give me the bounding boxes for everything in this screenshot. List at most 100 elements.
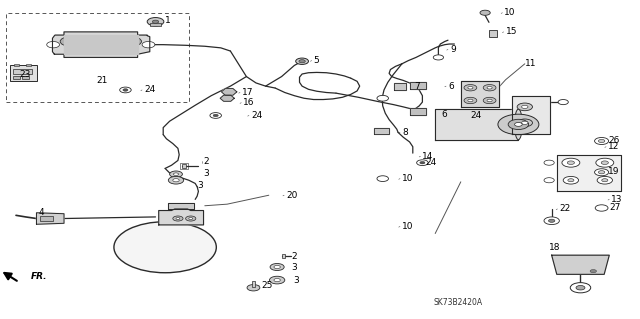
Circle shape — [60, 37, 78, 46]
Circle shape — [152, 20, 159, 23]
Bar — [180, 163, 188, 169]
Circle shape — [544, 160, 554, 165]
Bar — [22, 76, 29, 79]
Text: 23: 23 — [19, 70, 31, 79]
Circle shape — [480, 10, 490, 15]
Text: 12: 12 — [608, 142, 620, 151]
Circle shape — [590, 270, 596, 273]
Circle shape — [595, 169, 609, 176]
Bar — [40, 216, 53, 221]
Bar — [13, 69, 32, 74]
Circle shape — [596, 158, 614, 167]
Polygon shape — [36, 213, 64, 224]
Polygon shape — [512, 96, 550, 134]
Text: 24: 24 — [426, 158, 437, 167]
Circle shape — [210, 113, 221, 118]
Circle shape — [483, 85, 496, 91]
Circle shape — [120, 87, 131, 93]
Text: 10: 10 — [402, 222, 413, 231]
Text: 1: 1 — [165, 16, 171, 25]
Circle shape — [274, 265, 280, 269]
Polygon shape — [410, 82, 426, 89]
Circle shape — [224, 96, 231, 100]
Text: 3: 3 — [204, 169, 209, 178]
Text: 5: 5 — [314, 56, 319, 65]
Bar — [13, 76, 20, 79]
Circle shape — [468, 99, 473, 102]
Polygon shape — [64, 35, 138, 54]
Circle shape — [544, 178, 554, 183]
Polygon shape — [220, 95, 234, 101]
Circle shape — [602, 179, 608, 182]
Bar — [26, 64, 31, 66]
Text: 9: 9 — [450, 45, 456, 54]
Circle shape — [601, 161, 609, 165]
Circle shape — [173, 216, 183, 221]
Circle shape — [563, 176, 579, 184]
Circle shape — [225, 90, 233, 94]
Circle shape — [487, 99, 492, 102]
Circle shape — [296, 58, 308, 64]
Text: 6: 6 — [448, 82, 454, 91]
Circle shape — [417, 160, 428, 166]
Text: 26: 26 — [608, 136, 620, 145]
Text: 7: 7 — [414, 82, 420, 91]
Circle shape — [124, 37, 141, 46]
Text: 24: 24 — [251, 111, 262, 120]
Polygon shape — [374, 128, 389, 134]
Text: 2: 2 — [291, 252, 297, 261]
Circle shape — [483, 97, 496, 104]
Circle shape — [508, 119, 529, 130]
Circle shape — [269, 276, 285, 284]
Circle shape — [270, 263, 284, 271]
Circle shape — [142, 41, 155, 48]
Polygon shape — [410, 108, 426, 115]
Text: 27: 27 — [609, 204, 621, 212]
Text: 4: 4 — [38, 208, 44, 217]
Text: 22: 22 — [559, 204, 571, 213]
Circle shape — [464, 85, 477, 91]
Circle shape — [377, 95, 388, 101]
Text: 24: 24 — [144, 85, 156, 94]
Polygon shape — [168, 203, 194, 209]
Polygon shape — [52, 32, 150, 57]
Circle shape — [598, 171, 605, 174]
Text: 3: 3 — [293, 276, 299, 285]
Circle shape — [558, 100, 568, 105]
Circle shape — [498, 114, 539, 135]
Circle shape — [595, 205, 608, 211]
Text: 13: 13 — [611, 195, 623, 204]
Circle shape — [129, 40, 136, 43]
Circle shape — [598, 139, 605, 143]
Text: 16: 16 — [243, 98, 255, 107]
Circle shape — [568, 179, 574, 182]
Text: 18: 18 — [549, 243, 561, 252]
Circle shape — [247, 285, 260, 291]
Bar — [14, 64, 19, 66]
Polygon shape — [394, 83, 406, 90]
Bar — [182, 164, 186, 168]
Text: 17: 17 — [242, 88, 253, 97]
Bar — [150, 23, 161, 26]
Text: 25: 25 — [261, 281, 273, 290]
Circle shape — [189, 218, 193, 219]
Circle shape — [170, 171, 182, 177]
Circle shape — [570, 283, 591, 293]
Text: 20: 20 — [286, 191, 298, 200]
Polygon shape — [557, 155, 621, 191]
Polygon shape — [461, 81, 499, 107]
Circle shape — [517, 119, 532, 127]
Circle shape — [274, 278, 280, 282]
Circle shape — [522, 121, 528, 124]
Circle shape — [464, 97, 477, 104]
Text: 10: 10 — [402, 174, 413, 183]
Circle shape — [377, 176, 388, 182]
Text: 21: 21 — [96, 76, 108, 85]
Circle shape — [433, 55, 444, 60]
Text: 24: 24 — [470, 111, 482, 120]
Ellipse shape — [515, 109, 522, 140]
Circle shape — [597, 176, 612, 184]
Text: 19: 19 — [608, 167, 620, 176]
Text: 6: 6 — [442, 110, 447, 119]
Circle shape — [567, 161, 575, 165]
